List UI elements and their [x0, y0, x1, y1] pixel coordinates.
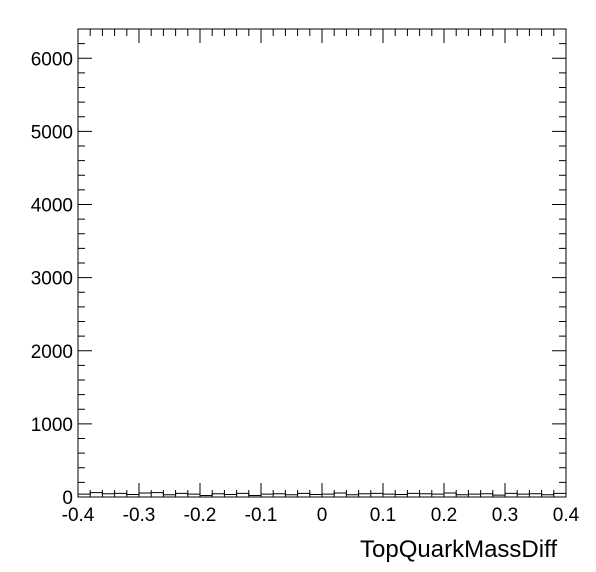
histogram-bin [455, 492, 469, 496]
histogram-bin [248, 493, 261, 497]
histogram-bin [126, 493, 139, 495]
y-tick-label: 2000 [31, 342, 73, 363]
x-axis-title: TopQuarkMassDiff [360, 536, 557, 563]
histogram-bin [333, 492, 347, 495]
histogram-bin [77, 493, 91, 497]
x-tick-label: -0.3 [123, 505, 156, 526]
histogram-bin [553, 492, 566, 495]
histogram-bin [406, 492, 420, 495]
x-tick-label: -0.1 [245, 505, 278, 526]
histogram-bin [162, 492, 176, 496]
x-tick-label: 0.1 [370, 505, 396, 526]
histogram-bin [492, 493, 505, 496]
histogram-bin [211, 493, 225, 496]
x-tick-label: 0.4 [553, 505, 580, 526]
y-tick-label: 3000 [31, 269, 73, 290]
y-axis-tick-labels: 0 1000 2000 3000 4000 5000 6000 [31, 49, 73, 509]
histogram-bin [297, 492, 310, 495]
y-tick-label: 1000 [31, 415, 73, 436]
histogram-bin [504, 492, 518, 496]
y-tick-label: 5000 [31, 122, 73, 143]
histogram-bin [382, 493, 396, 495]
histogram-bin [260, 493, 274, 496]
x-tick-label: -0.2 [184, 505, 217, 526]
histogram-bin [223, 493, 237, 495]
y-tick-label: 0 [62, 488, 73, 509]
plot-frame [77, 28, 567, 498]
y-tick-label: 6000 [31, 49, 73, 70]
x-tick-label: 0 [317, 505, 328, 526]
y-axis-ticks [78, 28, 566, 498]
histogram-bin [236, 492, 249, 495]
histogram-bin [516, 493, 530, 495]
histogram-bin [175, 492, 188, 495]
histogram-bin [138, 492, 152, 495]
histogram-bin [345, 492, 359, 496]
histogram-bin [467, 493, 481, 495]
histogram-bin [358, 493, 371, 495]
x-axis-ticks [77, 29, 567, 497]
y-tick-label: 4000 [31, 196, 73, 217]
x-tick-label: 0.3 [492, 505, 518, 526]
histogram-bin [101, 492, 115, 495]
x-tick-label: -0.4 [62, 505, 95, 526]
histogram-bin [443, 492, 457, 495]
histogram-bin [187, 493, 200, 495]
histogram-bin [89, 492, 103, 495]
histogram-bin [541, 493, 554, 496]
x-axis-tick-labels: -0.4 -0.3 -0.2 -0.1 0 0.1 0.2 0.3 0.4 [62, 505, 580, 526]
histogram-bin [309, 493, 322, 495]
histogram-bin [199, 494, 213, 497]
histogram-bins [77, 492, 566, 497]
x-tick-label: 0.2 [431, 505, 457, 526]
histogram-bin [284, 493, 298, 496]
